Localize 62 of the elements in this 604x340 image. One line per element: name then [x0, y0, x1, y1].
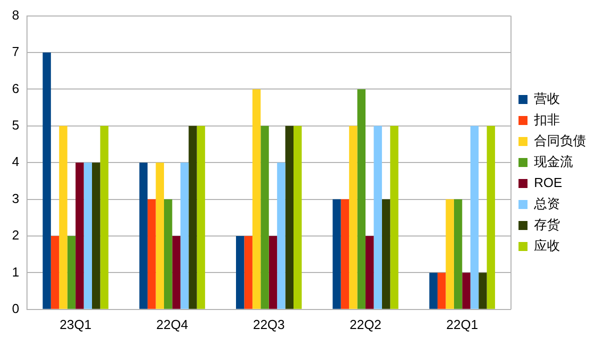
- y-tick-label: 1: [12, 264, 20, 280]
- y-tick-label: 5: [12, 117, 20, 132]
- bar: [429, 272, 438, 309]
- bar: [180, 162, 189, 309]
- bar: [340, 199, 350, 309]
- x-tick-label: 23Q1: [60, 316, 92, 332]
- bar: [156, 162, 164, 309]
- bar: [148, 199, 156, 309]
- bar: [252, 89, 261, 309]
- bar: [332, 199, 341, 309]
- bar: [374, 126, 382, 309]
- bar: [382, 199, 390, 309]
- x-tick-label: 22Q3: [252, 316, 285, 332]
- x-tick-label: 22Q2: [350, 316, 382, 332]
- bar: [454, 199, 462, 309]
- bar: [172, 236, 180, 309]
- y-tick-label: 0: [12, 300, 20, 316]
- x-tick-label: 22Q1: [446, 316, 478, 332]
- bar: [244, 236, 252, 309]
- bar: [100, 126, 108, 309]
- bar: [366, 236, 374, 309]
- bar: [50, 236, 60, 309]
- bar: [59, 126, 68, 309]
- legend-label: 应收: [534, 238, 560, 254]
- bar: [236, 236, 244, 309]
- bar: [268, 236, 278, 309]
- bar: [196, 126, 206, 309]
- bar: [285, 126, 294, 309]
- bar: [76, 162, 84, 309]
- x-tick-label: 22Q4: [156, 316, 188, 332]
- bar: [277, 162, 286, 309]
- y-tick-label: 2: [12, 228, 20, 243]
- bar: [67, 236, 76, 309]
- y-tick-label: 7: [12, 44, 20, 60]
- bar: [390, 126, 398, 309]
- y-tick-label: 6: [12, 80, 20, 96]
- bar: [470, 126, 479, 309]
- bar: [164, 199, 172, 309]
- y-tick-label: 3: [12, 190, 20, 206]
- bar: [357, 89, 366, 309]
- legend-label: 总资: [533, 196, 560, 212]
- legend-label: 合同负债: [534, 133, 586, 148]
- bar: [92, 162, 100, 309]
- bar: [349, 126, 358, 309]
- bar: [294, 126, 302, 309]
- bar: [188, 126, 197, 309]
- y-tick-label: 8: [12, 7, 20, 22]
- y-tick-label: 4: [12, 154, 20, 170]
- bar: [478, 272, 487, 309]
- legend-label: 扣非: [533, 112, 560, 128]
- bar: [260, 126, 269, 309]
- bar: [446, 199, 454, 309]
- bar: [486, 126, 496, 309]
- bar: [139, 162, 148, 309]
- legend-label: 营收: [534, 91, 560, 106]
- bar: [84, 162, 92, 309]
- bar: [462, 272, 470, 309]
- bar: [438, 272, 446, 309]
- legend-label: ROE: [534, 175, 562, 190]
- legend-label: 存货: [534, 217, 560, 232]
- legend-label: 现金流: [534, 154, 573, 170]
- bar: [42, 52, 51, 309]
